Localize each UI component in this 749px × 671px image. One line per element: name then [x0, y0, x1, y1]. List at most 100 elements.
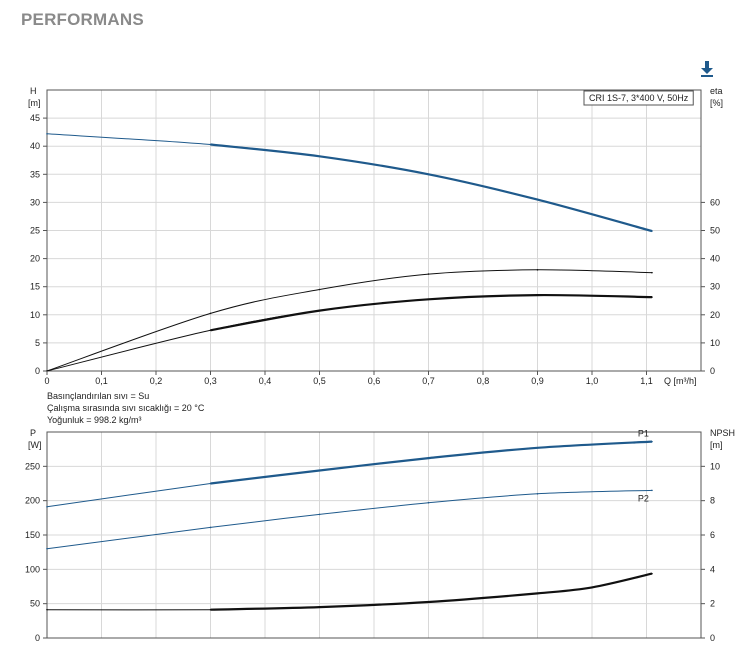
- y-right-axis-unit: [m]: [710, 440, 723, 450]
- y-axis-unit: [W]: [28, 440, 42, 450]
- data-point: [209, 482, 212, 485]
- download-icon[interactable]: [699, 60, 715, 78]
- y-right-tick-label: 20: [710, 310, 720, 320]
- y-right-tick-label: 8: [710, 496, 715, 506]
- series-line-operating: [210, 572, 653, 611]
- y-tick-label: 25: [30, 226, 40, 236]
- y-tick-label: 5: [35, 338, 40, 348]
- data-point: [318, 288, 321, 291]
- data-point: [536, 493, 539, 495]
- x-tick-label: 0,2: [150, 376, 163, 386]
- y-tick-label: 50: [30, 599, 40, 609]
- power-npsh-plot: 0 50 100 150 200 250 0 2 4 6 8 10 P [W] NPSH [m] P1 P2: [25, 428, 735, 643]
- data-point: [651, 440, 653, 443]
- x-tick-label: 0: [44, 376, 49, 386]
- head-efficiency-plot: 0 5 10 15 20 25 30 35 40 45 0 10 20 30 40 50 60 H [m] eta [%…: [28, 86, 723, 425]
- y-axis-label: P: [30, 428, 36, 438]
- data-point: [46, 506, 48, 508]
- data-point: [318, 606, 321, 608]
- series-line-operating: [210, 143, 653, 233]
- y-right-axis-label: eta: [710, 86, 723, 96]
- data-point: [46, 547, 48, 550]
- y-tick-label: 10: [30, 310, 40, 320]
- legend-text: CRI 1S-7, 3*400 V, 50Hz: [589, 93, 689, 103]
- y-right-tick-label: 60: [710, 197, 720, 207]
- data-point: [651, 489, 653, 492]
- data-point: [651, 271, 653, 274]
- y-tick-label: 15: [30, 282, 40, 292]
- fluid-note: Yoğunluk = 998.2 kg/m³: [47, 415, 141, 425]
- x-tick-label: 0,6: [368, 376, 381, 386]
- y-axis-unit: [m]: [28, 98, 41, 108]
- y-tick-label: 40: [30, 141, 40, 151]
- y-right-tick-label: 10: [710, 338, 720, 348]
- series-line-operating: [210, 440, 653, 485]
- legend-box: [583, 90, 694, 106]
- y-tick-label: 20: [30, 254, 40, 264]
- y-axis-label: H: [30, 86, 37, 96]
- data-point: [427, 601, 430, 603]
- data-point: [427, 273, 430, 275]
- y-tick-label: 150: [25, 530, 40, 540]
- data-point: [536, 269, 539, 271]
- y-right-axis-unit: [%]: [710, 98, 723, 108]
- data-point: [318, 513, 321, 516]
- y-tick-label: 45: [30, 113, 40, 123]
- y-tick-label: 200: [25, 496, 40, 506]
- y-right-tick-label: 0: [710, 366, 715, 376]
- data-point: [46, 133, 48, 135]
- x-tick-label: 0,8: [477, 376, 490, 386]
- fluid-note: Basınçlandırılan sıvı = Su: [47, 391, 149, 401]
- series-line: [46, 269, 653, 372]
- y-tick-label: 0: [35, 633, 40, 643]
- data-point: [536, 446, 539, 449]
- data-point: [318, 469, 321, 472]
- series-name-label: P1: [638, 429, 649, 439]
- data-point: [318, 155, 321, 158]
- y-right-tick-label: 10: [710, 461, 720, 471]
- x-axis-label: Q [m³/h]: [664, 376, 697, 386]
- data-point: [209, 608, 212, 611]
- x-tick-label: 0,5: [313, 376, 326, 386]
- data-point: [427, 298, 430, 301]
- y-tick-label: 30: [30, 197, 40, 207]
- data-point: [651, 296, 653, 298]
- x-tick-label: 1,1: [640, 376, 653, 386]
- y-tick-label: 35: [30, 169, 40, 179]
- data-point: [651, 230, 653, 232]
- data-point: [209, 329, 212, 332]
- y-right-axis-label: NPSH: [710, 428, 735, 438]
- data-point: [427, 173, 430, 176]
- data-point: [209, 312, 212, 315]
- data-point: [427, 501, 430, 504]
- data-point: [318, 309, 321, 312]
- x-tick-label: 1,0: [586, 376, 599, 386]
- y-right-tick-label: 40: [710, 254, 720, 264]
- data-point: [536, 592, 539, 595]
- x-tick-label: 0,1: [95, 376, 108, 386]
- x-tick-label: 0,4: [259, 376, 272, 386]
- series-line: [46, 441, 653, 508]
- series-line-operating: [210, 293, 653, 332]
- y-right-tick-label: 30: [710, 282, 720, 292]
- page-title: PERFORMANS: [21, 10, 144, 29]
- data-point: [651, 572, 653, 575]
- data-point: [536, 198, 539, 201]
- y-tick-label: 100: [25, 564, 40, 574]
- data-point: [209, 143, 212, 146]
- x-tick-label: 0,9: [531, 376, 544, 386]
- data-point: [46, 608, 48, 611]
- data-point: [209, 526, 212, 529]
- series-line: [46, 489, 653, 550]
- y-tick-label: 250: [25, 461, 40, 471]
- x-tick-label: 0,7: [422, 376, 435, 386]
- data-point: [536, 294, 539, 296]
- data-point: [591, 586, 593, 589]
- y-right-tick-label: 2: [710, 599, 715, 609]
- series-name-label: P2: [638, 493, 649, 503]
- y-right-tick-label: 50: [710, 226, 720, 236]
- y-tick-label: 0: [35, 366, 40, 376]
- x-tick-label: 0,3: [204, 376, 217, 386]
- y-right-tick-label: 0: [710, 633, 715, 643]
